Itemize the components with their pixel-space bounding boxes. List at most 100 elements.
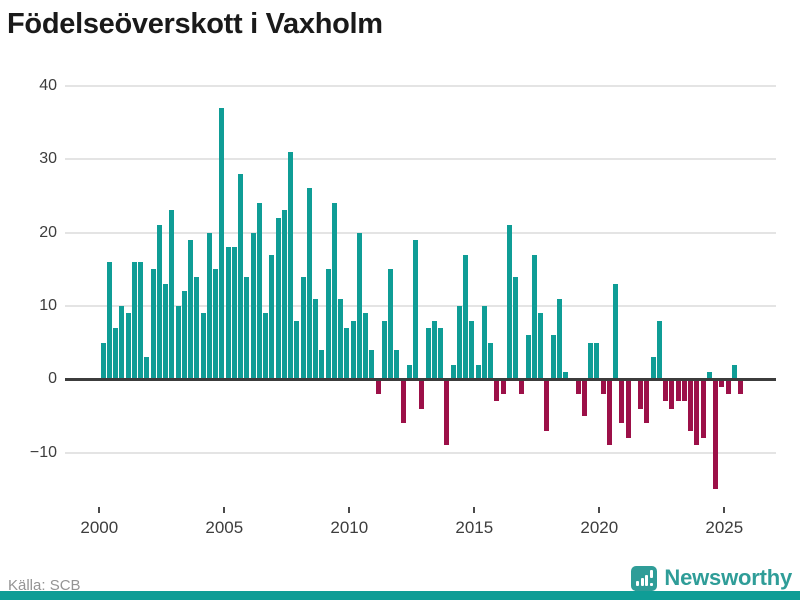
data-bar	[213, 269, 219, 380]
data-bar	[481, 305, 487, 380]
data-bar	[269, 254, 275, 380]
data-bar	[494, 379, 500, 402]
data-bar	[206, 232, 212, 380]
data-bar	[456, 305, 462, 380]
data-bar	[388, 269, 394, 380]
data-bar	[194, 276, 200, 380]
data-bar	[600, 379, 606, 394]
data-bar	[150, 269, 156, 380]
data-bar	[506, 225, 512, 380]
data-bar	[281, 210, 287, 380]
data-bar	[613, 283, 619, 380]
data-bar	[438, 327, 444, 380]
data-bar	[669, 379, 675, 409]
data-bar	[406, 364, 412, 380]
data-bar	[463, 254, 469, 380]
data-bar	[544, 379, 550, 431]
data-bar	[444, 379, 450, 446]
bottom-accent-strip	[0, 591, 800, 600]
x-axis-tick	[598, 507, 601, 513]
data-bar	[656, 320, 662, 380]
data-bar	[563, 371, 569, 380]
data-bar	[550, 335, 556, 380]
x-axis-tick	[98, 507, 101, 513]
icon-bar-2	[640, 577, 644, 586]
data-bar	[663, 379, 669, 402]
icon-exclamation-stem	[649, 569, 653, 578]
data-bar	[525, 335, 531, 380]
brand-wordmark: Newsworthy	[664, 565, 792, 590]
data-bar	[244, 276, 250, 380]
data-bar	[413, 239, 419, 380]
source-label: Källa: SCB	[8, 577, 81, 594]
x-axis-label: 2025	[705, 518, 744, 537]
data-bar	[219, 107, 225, 380]
data-bar	[681, 379, 687, 402]
data-bar	[513, 276, 519, 380]
data-bar	[619, 379, 625, 424]
data-bar	[725, 379, 731, 394]
data-bar	[175, 305, 181, 380]
data-bar	[400, 379, 406, 424]
data-bar	[238, 173, 244, 380]
data-bar	[131, 261, 137, 380]
data-bar	[363, 313, 369, 380]
data-bar	[325, 269, 331, 380]
data-bar	[500, 379, 506, 394]
y-axis-label: 40	[39, 76, 57, 94]
data-bar	[394, 349, 400, 380]
data-bar	[306, 188, 312, 380]
data-bar	[181, 291, 187, 380]
data-bar	[519, 379, 525, 394]
data-bar	[113, 327, 119, 380]
data-bar	[531, 254, 537, 380]
icon-bar-3	[645, 574, 649, 586]
y-axis-label: 20	[39, 223, 57, 241]
data-bar	[706, 371, 712, 380]
x-axis-label: 2010	[330, 518, 369, 537]
data-bar	[344, 327, 350, 380]
data-bar	[250, 232, 256, 380]
bar-chart-pin-icon	[631, 565, 658, 598]
data-bar	[450, 364, 456, 380]
data-bar	[556, 298, 562, 380]
data-bar	[106, 261, 112, 380]
gridline-y-10	[65, 304, 776, 307]
data-bar	[300, 276, 306, 380]
data-bar	[144, 357, 150, 380]
x-axis-label: 2015	[455, 518, 494, 537]
x-axis-label: 2020	[580, 518, 619, 537]
x-axis-zero-line	[65, 377, 776, 381]
data-bar	[313, 298, 319, 380]
data-bar	[475, 364, 481, 380]
gridline-y-20	[65, 231, 776, 234]
gridline-y--10	[65, 451, 776, 454]
data-bar	[594, 342, 600, 380]
data-bar	[275, 217, 281, 380]
data-bar	[738, 379, 744, 394]
data-bar	[350, 320, 356, 380]
data-bar	[588, 342, 594, 380]
data-bar	[119, 305, 125, 380]
data-bar	[688, 379, 694, 431]
x-axis-tick	[223, 507, 226, 513]
data-bar	[700, 379, 706, 439]
data-bar	[163, 283, 169, 380]
data-bar	[675, 379, 681, 402]
data-bar	[100, 342, 106, 380]
data-bar	[469, 320, 475, 380]
data-bar	[263, 313, 269, 380]
data-bar	[294, 320, 300, 380]
data-bar	[488, 342, 494, 380]
x-axis-label: 2000	[80, 518, 119, 537]
data-bar	[625, 379, 631, 439]
data-bar	[375, 379, 381, 394]
data-bar	[719, 379, 725, 387]
data-bar	[713, 379, 719, 490]
data-bar	[200, 313, 206, 380]
data-bar	[319, 349, 325, 380]
data-bar	[644, 379, 650, 424]
data-bar	[538, 313, 544, 380]
